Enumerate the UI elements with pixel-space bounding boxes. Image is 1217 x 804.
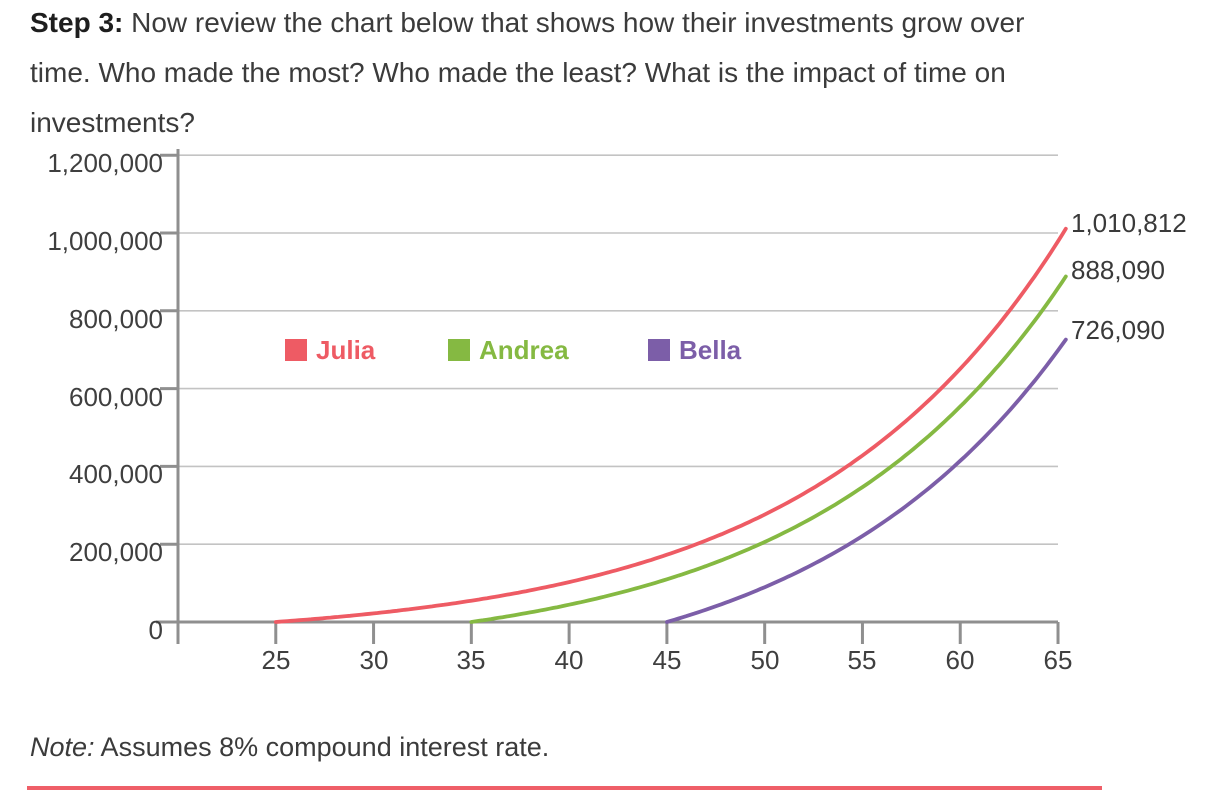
x-axis-label: 50 — [750, 645, 780, 675]
step-instructions: Step 3: Now review the chart below that … — [30, 0, 1150, 148]
footnote: Note: Assumes 8% compound interest rate. — [30, 732, 550, 762]
y-axis-label: 200,000 — [69, 537, 163, 567]
legend-swatch-bella — [648, 339, 670, 361]
legend-swatch-andrea — [448, 339, 470, 361]
series-curve-julia — [273, 226, 1068, 624]
instructions-line-2: time. Who made the most? Who made the le… — [30, 57, 1006, 88]
series-curve-andrea — [469, 274, 1068, 624]
section-divider — [27, 786, 1102, 790]
x-axis-label: 30 — [359, 645, 389, 675]
x-axis-label: 65 — [1043, 645, 1073, 675]
y-axis-label: 600,000 — [69, 382, 163, 412]
x-axis-label: 25 — [261, 645, 291, 675]
legend-swatch-julia — [285, 339, 307, 361]
end-value-label-bella: 726,090 — [1071, 315, 1165, 345]
y-axis-label: 800,000 — [69, 304, 163, 334]
y-axis-label: 0 — [148, 615, 163, 645]
legend-item-andrea: Andrea — [448, 335, 569, 365]
step-label: Step 3: — [30, 7, 124, 38]
y-axis-label: 1,200,000 — [47, 148, 163, 178]
y-axis-label: 1,000,000 — [47, 226, 163, 256]
end-value-label-julia: 1,010,812 — [1071, 208, 1187, 238]
x-axis-label: 60 — [945, 645, 975, 675]
x-axis-label: 55 — [847, 645, 877, 675]
note-label: Note: — [30, 732, 95, 762]
x-axis-label: 35 — [456, 645, 486, 675]
y-axis-label: 400,000 — [69, 459, 163, 489]
series-curve-bella — [665, 337, 1068, 624]
end-value-label-andrea: 888,090 — [1071, 255, 1165, 285]
x-axis-label: 40 — [554, 645, 584, 675]
instructions-line-1: Step 3: Now review the chart below that … — [30, 7, 1025, 38]
x-axis-label: 45 — [652, 645, 682, 675]
legend-label-julia: Julia — [316, 335, 376, 365]
legend-label-bella: Bella — [679, 335, 742, 365]
instructions-line-3: investments? — [30, 107, 195, 138]
legend-item-julia: Julia — [285, 335, 376, 365]
legend-item-bella: Bella — [648, 335, 742, 365]
legend-label-andrea: Andrea — [479, 335, 569, 365]
